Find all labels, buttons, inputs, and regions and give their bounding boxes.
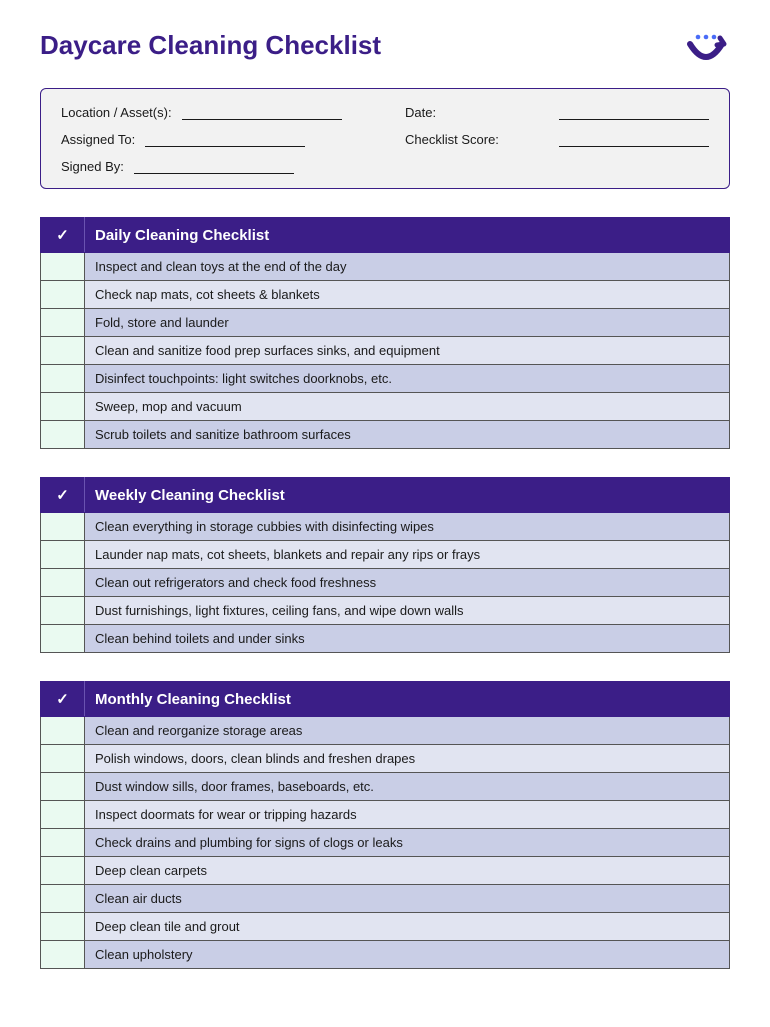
table-row: Launder nap mats, cot sheets, blankets a…: [41, 541, 730, 569]
check-cell[interactable]: [41, 365, 85, 393]
logo-icon: [684, 30, 730, 70]
checklist-table: ✓Monthly Cleaning ChecklistClean and reo…: [40, 681, 730, 969]
table-row: Clean out refrigerators and check food f…: [41, 569, 730, 597]
table-row: Check nap mats, cot sheets & blankets: [41, 281, 730, 309]
checklist-item: Clean out refrigerators and check food f…: [85, 569, 730, 597]
checklist-item: Clean everything in storage cubbies with…: [85, 513, 730, 541]
table-row: Check drains and plumbing for signs of c…: [41, 829, 730, 857]
check-cell[interactable]: [41, 253, 85, 281]
check-header: ✓: [41, 478, 85, 513]
info-field: Location / Asset(s):: [61, 105, 365, 120]
check-cell[interactable]: [41, 541, 85, 569]
info-blank-line[interactable]: [182, 106, 342, 120]
table-row: Polish windows, doors, clean blinds and …: [41, 745, 730, 773]
check-cell[interactable]: [41, 717, 85, 745]
checklist-item: Clean behind toilets and under sinks: [85, 625, 730, 653]
info-field: Date:: [405, 105, 709, 120]
check-cell[interactable]: [41, 857, 85, 885]
check-cell[interactable]: [41, 913, 85, 941]
check-cell[interactable]: [41, 421, 85, 449]
check-cell[interactable]: [41, 569, 85, 597]
info-label: Date:: [405, 105, 436, 120]
section-title: Daily Cleaning Checklist: [85, 218, 730, 253]
section-title: Monthly Cleaning Checklist: [85, 682, 730, 717]
checklist-item: Launder nap mats, cot sheets, blankets a…: [85, 541, 730, 569]
table-row: Deep clean tile and grout: [41, 913, 730, 941]
checklist-table: ✓Daily Cleaning ChecklistInspect and cle…: [40, 217, 730, 449]
checklist-item: Inspect and clean toys at the end of the…: [85, 253, 730, 281]
checklist-section: ✓Daily Cleaning ChecklistInspect and cle…: [40, 217, 730, 449]
table-row: Clean upholstery: [41, 941, 730, 969]
checklist-item: Inspect doormats for wear or tripping ha…: [85, 801, 730, 829]
checklist-section: ✓Monthly Cleaning ChecklistClean and reo…: [40, 681, 730, 969]
checklist-section: ✓Weekly Cleaning ChecklistClean everythi…: [40, 477, 730, 653]
table-row: Clean and reorganize storage areas: [41, 717, 730, 745]
info-blank-line[interactable]: [559, 133, 709, 147]
table-row: Scrub toilets and sanitize bathroom surf…: [41, 421, 730, 449]
table-row: Dust window sills, door frames, baseboar…: [41, 773, 730, 801]
checklist-item: Clean and reorganize storage areas: [85, 717, 730, 745]
table-row: Clean and sanitize food prep surfaces si…: [41, 337, 730, 365]
info-label: Assigned To:: [61, 132, 135, 147]
page-title: Daycare Cleaning Checklist: [40, 30, 381, 61]
info-field: Assigned To:: [61, 132, 365, 147]
check-cell[interactable]: [41, 597, 85, 625]
check-cell[interactable]: [41, 625, 85, 653]
checklist-item: Clean air ducts: [85, 885, 730, 913]
checklist-item: Clean and sanitize food prep surfaces si…: [85, 337, 730, 365]
check-cell[interactable]: [41, 801, 85, 829]
table-row: Dust furnishings, light fixtures, ceilin…: [41, 597, 730, 625]
table-row: Deep clean carpets: [41, 857, 730, 885]
check-header: ✓: [41, 682, 85, 717]
check-cell[interactable]: [41, 513, 85, 541]
check-cell[interactable]: [41, 393, 85, 421]
info-blank-line[interactable]: [559, 106, 709, 120]
check-cell[interactable]: [41, 941, 85, 969]
info-blank-line[interactable]: [145, 133, 305, 147]
info-label: Checklist Score:: [405, 132, 499, 147]
info-box: Location / Asset(s): Date: Assigned To: Che…: [40, 88, 730, 189]
table-row: Clean behind toilets and under sinks: [41, 625, 730, 653]
table-row: Clean everything in storage cubbies with…: [41, 513, 730, 541]
check-cell[interactable]: [41, 309, 85, 337]
table-row: Disinfect touchpoints: light switches do…: [41, 365, 730, 393]
check-cell[interactable]: [41, 885, 85, 913]
info-field: Checklist Score:: [405, 132, 709, 147]
check-cell[interactable]: [41, 337, 85, 365]
info-label: Location / Asset(s):: [61, 105, 172, 120]
check-header: ✓: [41, 218, 85, 253]
check-cell[interactable]: [41, 773, 85, 801]
section-title: Weekly Cleaning Checklist: [85, 478, 730, 513]
info-field: Signed By:: [61, 159, 365, 174]
checklist-item: Fold, store and launder: [85, 309, 730, 337]
check-cell[interactable]: [41, 829, 85, 857]
header: Daycare Cleaning Checklist: [40, 30, 730, 70]
table-row: Fold, store and launder: [41, 309, 730, 337]
info-blank-line[interactable]: [134, 160, 294, 174]
info-label: Signed By:: [61, 159, 124, 174]
checklist-item: Disinfect touchpoints: light switches do…: [85, 365, 730, 393]
checklist-item: Deep clean carpets: [85, 857, 730, 885]
checklist-item: Dust furnishings, light fixtures, ceilin…: [85, 597, 730, 625]
table-row: Inspect and clean toys at the end of the…: [41, 253, 730, 281]
checklist-item: Clean upholstery: [85, 941, 730, 969]
checklist-item: Polish windows, doors, clean blinds and …: [85, 745, 730, 773]
table-row: Inspect doormats for wear or tripping ha…: [41, 801, 730, 829]
checklist-item: Dust window sills, door frames, baseboar…: [85, 773, 730, 801]
check-cell[interactable]: [41, 281, 85, 309]
checklist-table: ✓Weekly Cleaning ChecklistClean everythi…: [40, 477, 730, 653]
checklist-item: Check drains and plumbing for signs of c…: [85, 829, 730, 857]
checklist-item: Deep clean tile and grout: [85, 913, 730, 941]
checklist-item: Check nap mats, cot sheets & blankets: [85, 281, 730, 309]
checklist-item: Sweep, mop and vacuum: [85, 393, 730, 421]
checklist-item: Scrub toilets and sanitize bathroom surf…: [85, 421, 730, 449]
table-row: Clean air ducts: [41, 885, 730, 913]
table-row: Sweep, mop and vacuum: [41, 393, 730, 421]
check-cell[interactable]: [41, 745, 85, 773]
